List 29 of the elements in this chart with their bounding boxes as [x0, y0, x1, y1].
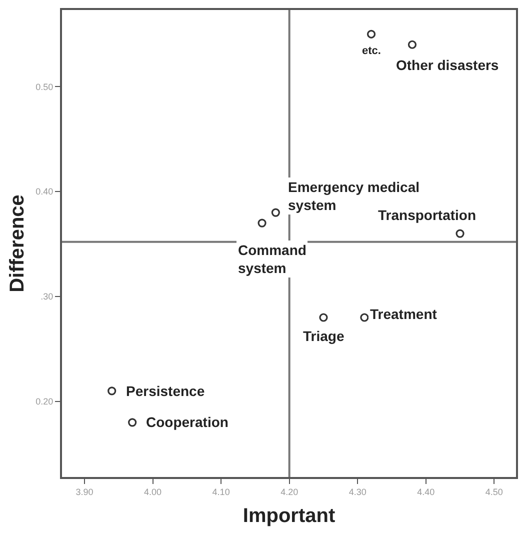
- point: [456, 229, 464, 238]
- annotation: etc.: [362, 45, 381, 57]
- point: [366, 30, 376, 38]
- x-tick-label: 3.90: [76, 486, 94, 497]
- annotation: Command system: [238, 242, 306, 276]
- point: [319, 313, 328, 322]
- annotation: Persistence: [126, 383, 205, 399]
- y-tick-label: 0.50: [36, 82, 54, 92]
- point: [360, 313, 369, 322]
- point: [258, 218, 266, 228]
- x-tick-label: 4.30: [348, 486, 366, 497]
- y-tick-label: 0.20: [36, 396, 54, 407]
- x-tick-label: 4.00: [144, 486, 162, 497]
- x-tick-label: 4.20: [280, 486, 298, 497]
- point: [128, 418, 137, 427]
- x-tick-label: 4.10: [212, 486, 230, 497]
- x-tick-label: 4.40: [417, 486, 435, 497]
- annotation: Other disasters: [396, 57, 499, 73]
- y-axis-title: Difference: [6, 194, 29, 292]
- annotation: Cooperation: [146, 414, 228, 430]
- point: [271, 208, 280, 217]
- y-tick-label: 0.40: [36, 186, 54, 197]
- annotation: Triage: [303, 328, 344, 344]
- y-tick-label: .30: [40, 292, 54, 302]
- annotation: Treatment: [370, 306, 438, 322]
- x-tick-label: 4.50: [485, 486, 503, 497]
- point: [108, 386, 116, 396]
- point: [408, 40, 417, 49]
- x-axis-title: Important: [242, 504, 336, 527]
